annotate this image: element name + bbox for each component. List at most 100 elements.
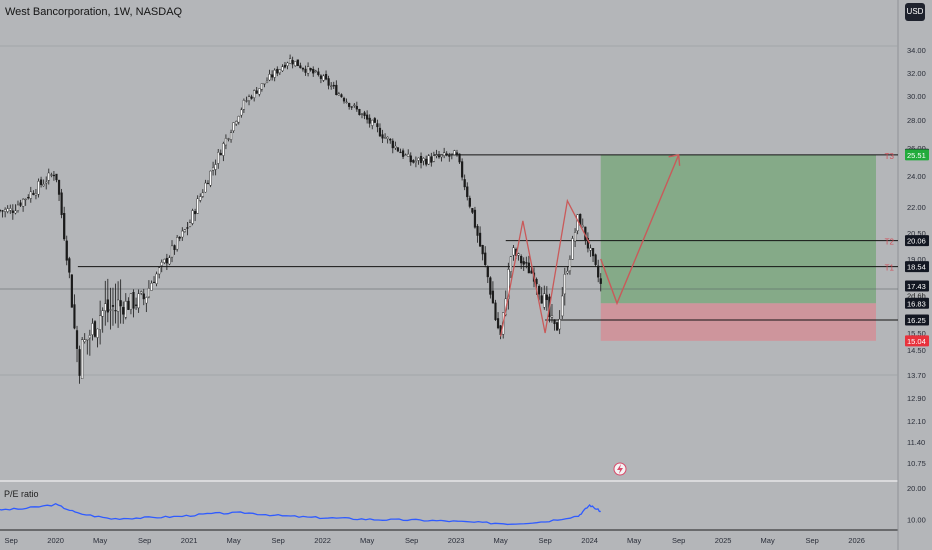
candle-body [419,156,423,163]
price-badge-bg [905,314,929,326]
price-tick-label: 15.50 [907,329,926,338]
candle-body [435,154,438,157]
candle-body [237,116,240,123]
candle-body [312,68,315,74]
candle-body [399,151,402,154]
candle-body [581,225,584,227]
time-tick-label: 2026 [848,536,865,545]
candle-body [52,174,56,177]
candle-body [422,158,425,162]
candle-body [176,237,179,250]
candle-body [317,71,320,76]
candle-body [455,152,459,156]
candle-body [70,274,73,308]
candle-body [407,153,410,157]
candle-body [86,338,89,341]
candle-body [273,69,276,78]
candle-body [476,225,479,236]
pe-pane-label[interactable]: P/E ratio [4,489,39,499]
price-badge-bg [905,280,929,292]
candle-body [96,328,99,338]
candle-body [291,60,294,65]
time-tick-label: Sep [405,536,418,545]
price-badge-label: 15.04 [907,337,926,346]
candle-body [550,315,554,318]
candle-body [486,265,489,278]
candle-body [330,85,333,87]
candle-body [34,193,38,196]
time-tick-label: Sep [271,536,284,545]
candle-body [37,181,40,195]
candle-body [376,123,379,128]
candle-body [168,257,171,265]
candle-body [81,339,84,379]
candle-body [355,106,358,110]
candle-body [32,192,35,195]
candle-body [47,172,50,181]
candle-body [247,96,251,102]
candle-body [301,67,305,70]
candle-body [368,117,371,124]
candle-body [471,208,474,213]
candle-body [191,210,194,224]
candle-body [1,210,4,212]
candle-body [383,137,387,139]
candle-body [350,106,353,108]
candle-body [386,136,389,139]
candle-body [68,258,71,273]
projection-arrowhead [668,154,681,166]
candle-body [150,282,153,291]
price-badge-label: 2d 6h [907,292,926,301]
pe-ratio-line [0,502,601,526]
candle-body [196,198,199,214]
price-tick-label: 34.00 [907,46,926,55]
candle-body [496,318,500,329]
candle-body [250,96,253,99]
candle-body [545,294,548,301]
candle-body [509,256,512,272]
candle-body [204,182,207,193]
candle-body [360,113,364,116]
candle-body [381,134,384,139]
candle-body [450,153,453,155]
price-tick-label: 26.00 [907,144,926,153]
time-tick-label: 2020 [47,536,64,545]
candle-body [491,290,495,304]
candle-body [276,68,279,74]
candlestick-series [0,54,602,384]
candle-body [484,252,487,266]
candle-body [91,323,94,335]
candle-body [314,70,317,73]
candle-body [443,152,446,156]
pe-ratio-pane: 20.00 10.00 [0,462,926,526]
candle-body [366,114,369,120]
candle-body [199,196,202,201]
price-tick-label: 14.50 [907,346,926,355]
candle-body [152,281,156,284]
candle-body [440,155,443,158]
candle-body [170,245,174,258]
candle-body [597,265,600,278]
candle-body [453,150,456,155]
currency-button[interactable]: USD [905,3,925,21]
candle-body [235,121,238,125]
candle-body [88,335,91,339]
candle-body [337,93,340,96]
grid [0,0,899,550]
time-tick-label: 2022 [314,536,331,545]
price-badge-bg [905,261,929,273]
candle-body [263,83,266,85]
candle-body [119,300,122,307]
candle-body [186,227,189,229]
price-tick-label: 12.10 [907,417,926,426]
price-tick-label: 12.90 [907,394,926,403]
symbol-title[interactable]: West Bancorporation, 1W, NASDAQ [5,6,183,18]
candle-body [24,198,27,201]
candle-body [481,245,484,255]
pe-tick-label: 20.00 [907,484,926,493]
candle-body [11,210,14,213]
candle-body [489,277,492,295]
time-tick-label: Sep [538,536,551,545]
candle-body [73,304,76,329]
